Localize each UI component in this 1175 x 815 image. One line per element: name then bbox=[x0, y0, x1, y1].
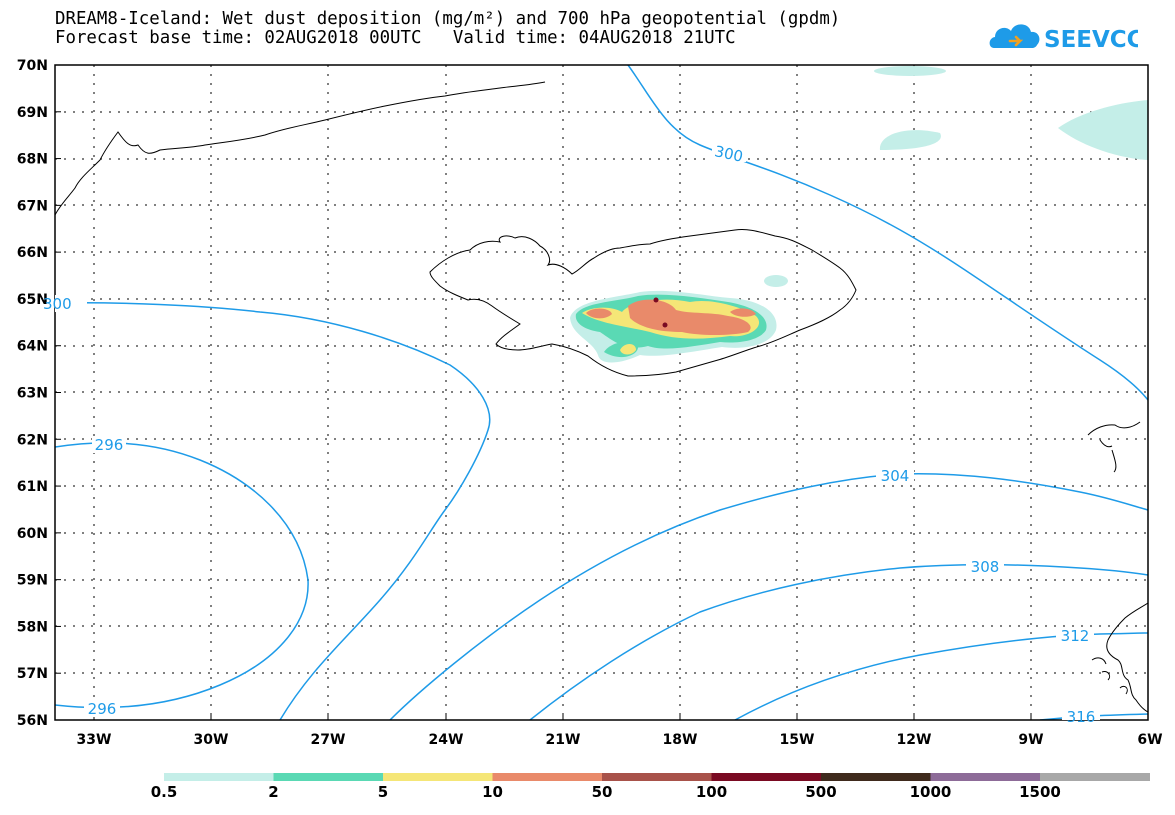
lat-label: 70N bbox=[17, 58, 48, 74]
coastlines bbox=[55, 81, 1148, 713]
lat-label: 60N bbox=[17, 526, 48, 542]
lat-label: 64N bbox=[17, 339, 48, 355]
lat-label: 62N bbox=[17, 432, 48, 448]
lon-label: 6W bbox=[1137, 732, 1162, 748]
cloud-icon bbox=[989, 24, 1040, 48]
lon-label: 27W bbox=[311, 732, 346, 748]
greenland-coast bbox=[55, 81, 546, 216]
legend-swatch bbox=[930, 773, 1041, 781]
lon-label: 30W bbox=[194, 732, 229, 748]
legend-swatch bbox=[164, 773, 274, 781]
scotland-coast bbox=[1106, 602, 1148, 713]
contour-304 bbox=[389, 472, 1148, 720]
lon-label: 33W bbox=[77, 732, 112, 748]
iceland-coast bbox=[429, 229, 857, 377]
legend-swatch bbox=[273, 773, 384, 781]
contour-label-308: 308 bbox=[971, 558, 1000, 576]
lat-label: 68N bbox=[17, 152, 48, 168]
contour-312 bbox=[734, 632, 1148, 720]
legend-label: 1500 bbox=[1019, 783, 1061, 801]
legend-swatch bbox=[602, 773, 712, 781]
grid-lines bbox=[55, 65, 1148, 720]
legend-swatch bbox=[492, 773, 603, 781]
lon-label: 18W bbox=[663, 732, 698, 748]
lat-label: 67N bbox=[17, 198, 48, 214]
legend-swatch bbox=[383, 773, 493, 781]
lat-label: 59N bbox=[17, 573, 48, 589]
chart-title-line2: Forecast base time: 02AUG2018 00UTC Vali… bbox=[55, 28, 736, 48]
legend-colorbar bbox=[164, 773, 1150, 781]
latitude-labels: 70N 69N 68N 67N 66N 65N 64N 63N 62N 61N 60N 59N 58N 5… bbox=[17, 58, 48, 729]
contour-label-304: 304 bbox=[881, 467, 910, 485]
chart-title-line1: DREAM8-Iceland: Wet dust deposition (mg/… bbox=[55, 9, 841, 29]
deposition-patches-north bbox=[764, 66, 1148, 287]
legend-label: 50 bbox=[591, 783, 613, 801]
legend-label: 2 bbox=[268, 783, 279, 801]
faroe-islands bbox=[1087, 421, 1141, 473]
lat-label: 65N bbox=[17, 292, 48, 308]
contour-labels: 300 300 296 296 304 308 312 316 bbox=[43, 142, 1100, 726]
contour-label-312: 312 bbox=[1061, 627, 1090, 645]
contour-296 bbox=[55, 442, 309, 709]
legend-label: 5 bbox=[377, 783, 389, 801]
legend-swatch bbox=[711, 773, 822, 781]
seevccc-logo: SEEVCCC bbox=[989, 24, 1138, 53]
legend-label: 0.5 bbox=[150, 783, 178, 801]
lat-label: 66N bbox=[17, 245, 48, 261]
contour-label-316: 316 bbox=[1067, 708, 1096, 726]
scotland-islands bbox=[1091, 657, 1128, 695]
contour-300-west bbox=[55, 302, 491, 720]
lat-label: 57N bbox=[17, 666, 48, 682]
lon-label: 21W bbox=[546, 732, 581, 748]
legend-label: 500 bbox=[805, 783, 837, 801]
legend-swatch bbox=[821, 773, 931, 781]
lon-label: 9W bbox=[1018, 732, 1043, 748]
contour-308 bbox=[529, 563, 1148, 720]
lon-label: 15W bbox=[780, 732, 815, 748]
lat-label: 63N bbox=[17, 386, 48, 402]
logo-text: SEEVCCC bbox=[1044, 27, 1138, 53]
longitude-labels: 33W 30W 27W 24W 21W 18W 15W 12W 9W 6W bbox=[77, 732, 1163, 748]
contour-label-296-south: 296 bbox=[88, 700, 117, 718]
lat-label: 56N bbox=[17, 713, 48, 729]
contour-300-north bbox=[627, 65, 1148, 401]
contour-label-300-north: 300 bbox=[713, 142, 745, 166]
lon-label: 12W bbox=[897, 732, 932, 748]
lat-label: 69N bbox=[17, 105, 48, 121]
lon-label: 24W bbox=[429, 732, 464, 748]
legend-label: 1000 bbox=[909, 783, 952, 801]
lat-label: 58N bbox=[17, 619, 48, 635]
lat-label: 61N bbox=[17, 479, 48, 495]
legend-swatch bbox=[1040, 773, 1150, 781]
legend-label: 100 bbox=[695, 783, 728, 801]
contour-label-300-west: 300 bbox=[43, 295, 72, 313]
contour-label-296-north: 296 bbox=[95, 436, 124, 454]
deposition-field-iceland bbox=[570, 290, 777, 363]
legend-label: 10 bbox=[482, 783, 503, 801]
